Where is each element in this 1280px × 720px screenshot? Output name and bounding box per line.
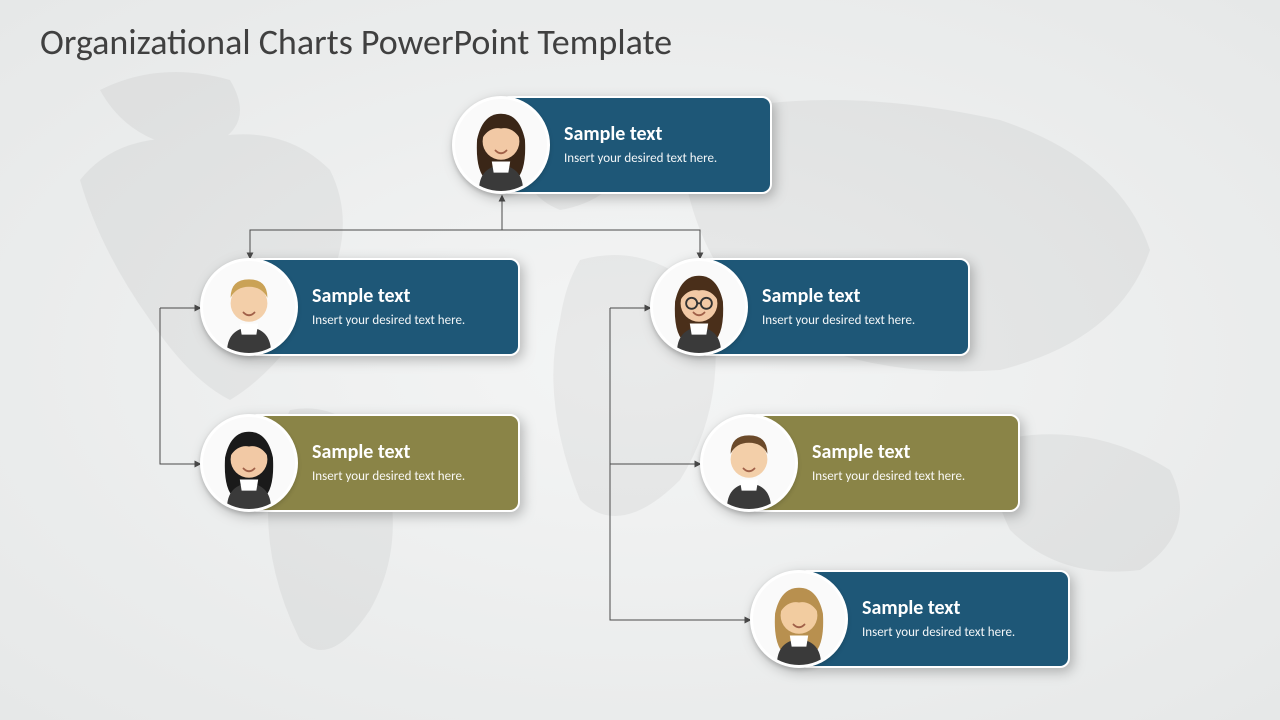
org-node-subtitle: Insert your desired text here. [762, 312, 950, 330]
avatar [200, 414, 298, 512]
org-node-title: Sample text [312, 284, 500, 308]
avatar [452, 96, 550, 194]
org-node-subtitle: Insert your desired text here. [564, 150, 752, 168]
org-node-subtitle: Insert your desired text here. [312, 312, 500, 330]
org-node-root: Sample text Insert your desired text here… [452, 96, 772, 194]
org-node-left1: Sample text Insert your desired text here… [200, 258, 520, 356]
org-node-right1: Sample text Insert your desired text here… [650, 258, 970, 356]
org-node-title: Sample text [312, 440, 500, 464]
org-node-right3: Sample text Insert your desired text here… [750, 570, 1070, 668]
avatar [700, 414, 798, 512]
org-node-subtitle: Insert your desired text here. [812, 468, 1000, 486]
org-chart: Sample text Insert your desired text here… [0, 0, 1280, 720]
org-node-title: Sample text [762, 284, 950, 308]
org-node-title: Sample text [812, 440, 1000, 464]
org-node-title: Sample text [564, 122, 752, 146]
avatar [750, 570, 848, 668]
org-node-subtitle: Insert your desired text here. [312, 468, 500, 486]
org-node-left2: Sample text Insert your desired text here… [200, 414, 520, 512]
org-node-subtitle: Insert your desired text here. [862, 624, 1050, 642]
avatar [200, 258, 298, 356]
org-node-right2: Sample text Insert your desired text here… [700, 414, 1020, 512]
avatar [650, 258, 748, 356]
org-node-title: Sample text [862, 596, 1050, 620]
